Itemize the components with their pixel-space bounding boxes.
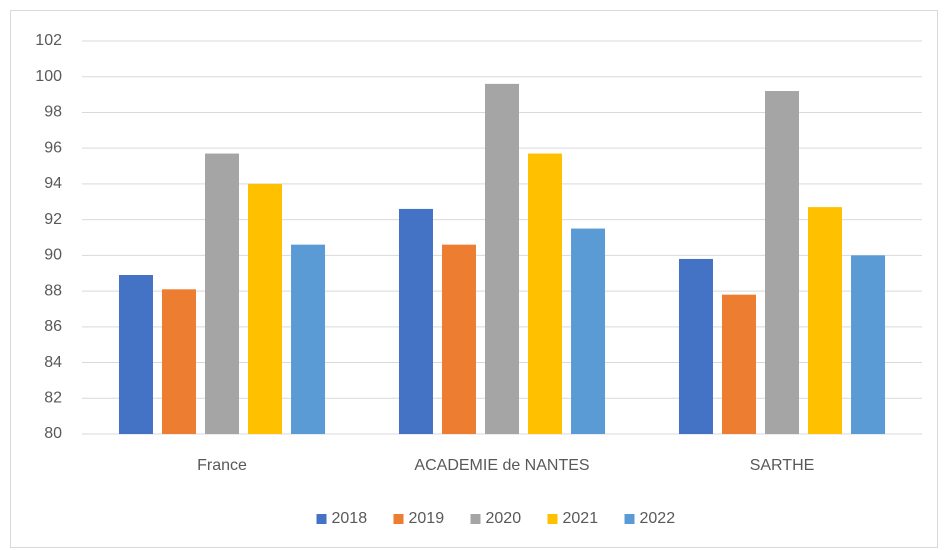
y-tick-label: 100 — [35, 68, 62, 85]
y-tick-label: 82 — [44, 389, 62, 406]
y-tick-label: 86 — [44, 318, 62, 335]
legend-swatch — [547, 514, 558, 524]
bar — [248, 183, 283, 434]
y-tick-label: 96 — [44, 139, 62, 156]
bar — [678, 258, 713, 434]
y-tick-label: 102 — [35, 32, 62, 49]
x-tick-label: ACADEMIE de NANTES — [414, 457, 589, 474]
y-tick-label: 98 — [44, 104, 62, 121]
bar — [118, 275, 153, 434]
y-tick-label: 90 — [44, 247, 62, 264]
legend-label: 2022 — [640, 510, 676, 527]
legend-swatch — [470, 514, 481, 524]
bar — [721, 294, 756, 434]
legend-swatch — [624, 514, 635, 524]
bar — [205, 153, 239, 435]
legend-label: 2021 — [563, 510, 599, 527]
x-tick-label: SARTHE — [750, 457, 815, 474]
bar — [851, 255, 886, 434]
legend-swatch — [393, 514, 404, 524]
bar — [571, 228, 606, 434]
bar — [161, 289, 196, 434]
bar — [765, 91, 799, 434]
bar — [808, 207, 843, 434]
legend-label: 2020 — [486, 510, 522, 527]
legend-label: 2018 — [332, 510, 368, 527]
bar — [441, 244, 476, 434]
legend-label: 2019 — [409, 510, 445, 527]
legend-swatch — [316, 514, 327, 524]
y-tick-label: 94 — [44, 175, 62, 192]
bar — [528, 153, 563, 435]
x-tick-label: France — [197, 457, 247, 474]
bar — [485, 83, 519, 434]
y-tick-label: 80 — [44, 425, 62, 442]
y-tick-label: 84 — [44, 354, 62, 371]
bar — [398, 208, 433, 434]
bar — [291, 244, 326, 434]
y-tick-label: 88 — [44, 282, 62, 299]
y-tick-label: 92 — [44, 211, 62, 228]
